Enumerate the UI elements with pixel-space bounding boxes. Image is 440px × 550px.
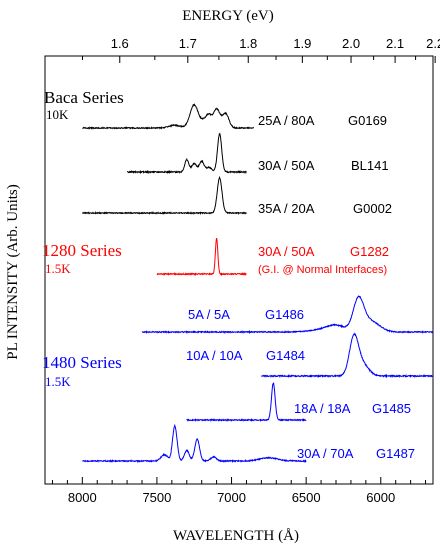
series-line-g0002 xyxy=(81,175,247,216)
series-line-bl141 xyxy=(126,132,247,175)
series-sample-g1484: G1484 xyxy=(266,348,305,363)
series-sample-g1486: G1486 xyxy=(265,307,304,322)
series-line-g1282 xyxy=(156,238,247,277)
group-temp-1280: 1.5K xyxy=(45,261,71,276)
series-line-g1486 xyxy=(142,295,434,334)
group-temp-baca: 10K xyxy=(46,107,69,122)
x-tick-label: 7000 xyxy=(217,490,246,505)
top-tick-label: 2.2 xyxy=(426,36,440,51)
top-tick-label: 2.1 xyxy=(386,36,404,51)
x-tick-label: 8000 xyxy=(68,490,97,505)
top-tick-label: 1.8 xyxy=(239,36,257,51)
group-label-1280: 1280 Series xyxy=(42,241,122,260)
x-tick-label: 6000 xyxy=(366,490,395,505)
group-label-baca: Baca Series xyxy=(44,88,124,107)
tick-layer: 8000 7500 7000 6500 6000 1.6 1.7 1.8 1.9 2.0 2.1 2.… xyxy=(51,36,440,505)
series-label-g1487: 30A / 70A xyxy=(297,446,354,461)
series-line-g0169 xyxy=(82,103,254,130)
series-sample-g1487: G1487 xyxy=(376,446,415,461)
plot-frame xyxy=(44,55,434,485)
series-label-g1486: 5A / 5A xyxy=(188,307,230,322)
series-line-g1485 xyxy=(186,382,307,423)
group-temp-1480: 1.5K xyxy=(45,374,71,389)
series-sample-g1485: G1485 xyxy=(372,401,411,416)
series-sample-g0002: G0002 xyxy=(353,201,392,216)
series-note-g1282: (G.I. @ Normal Interfaces) xyxy=(258,264,387,276)
x-tick-label: 7500 xyxy=(142,490,171,505)
series-label-g1485: 18A / 18A xyxy=(294,401,351,416)
x-axis-title: WAVELENGTH (Å) xyxy=(173,528,299,544)
y-axis-title: PL INTENSITY (Arb. Units) xyxy=(5,184,21,360)
series-line-g1484 xyxy=(261,332,433,379)
x-tick-label: 6500 xyxy=(292,490,321,505)
top-tick-label: 1.7 xyxy=(179,36,197,51)
series-sample-g1282: G1282 xyxy=(350,244,389,259)
top-tick-label: 2.0 xyxy=(342,36,360,51)
series-label-bl141: 30A / 50A xyxy=(258,158,315,173)
series-label-g0169: 25A / 80A xyxy=(258,113,315,128)
group-label-1480: 1480 Series xyxy=(42,353,122,372)
series-sample-g0169: G0169 xyxy=(348,113,387,128)
spectra-layer xyxy=(81,103,434,464)
series-label-g1484: 10A / 10A xyxy=(186,348,243,363)
series-label-g1282: 30A / 50A xyxy=(258,244,315,259)
top-tick-label: 1.6 xyxy=(111,36,129,51)
series-line-g1487 xyxy=(82,423,307,464)
top-tick-label: 1.9 xyxy=(293,36,311,51)
series-label-g0002: 35A / 20A xyxy=(258,201,315,216)
series-sample-bl141: BL141 xyxy=(351,158,389,173)
top-axis-title: ENERGY (eV) xyxy=(182,8,274,24)
